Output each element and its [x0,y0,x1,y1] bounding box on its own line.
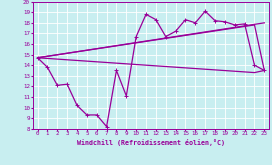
X-axis label: Windchill (Refroidissement éolien,°C): Windchill (Refroidissement éolien,°C) [77,139,225,146]
